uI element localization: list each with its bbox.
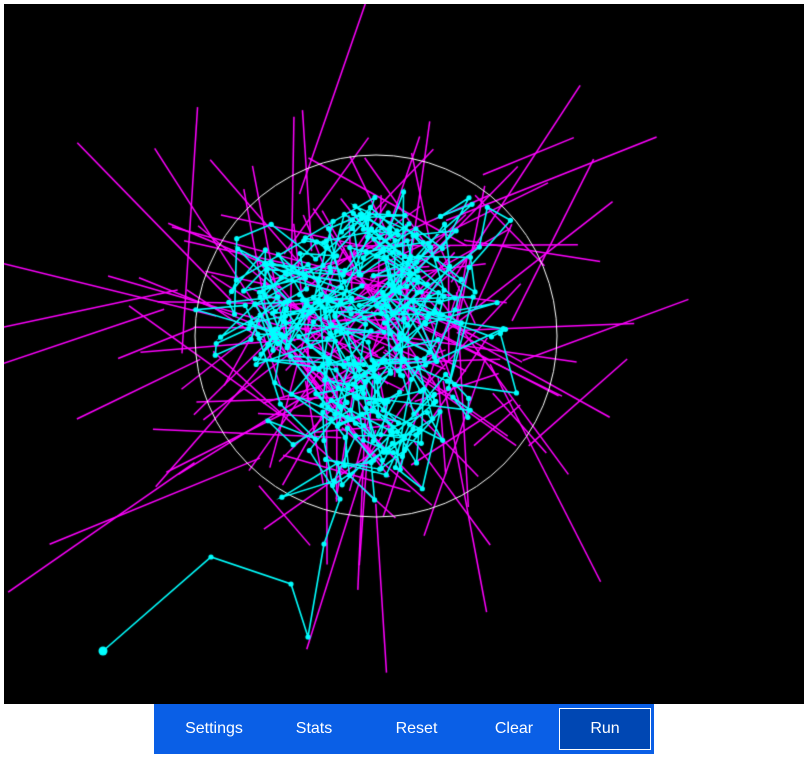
stats-button[interactable]: Stats bbox=[274, 707, 354, 751]
settings-button[interactable]: Settings bbox=[154, 707, 274, 751]
clear-button[interactable]: Clear bbox=[479, 707, 549, 751]
toolbar: Settings Stats Reset Clear Run bbox=[154, 704, 654, 754]
run-button[interactable]: Run bbox=[559, 708, 651, 750]
reset-button[interactable]: Reset bbox=[354, 707, 479, 751]
simulation-canvas[interactable] bbox=[4, 4, 804, 704]
